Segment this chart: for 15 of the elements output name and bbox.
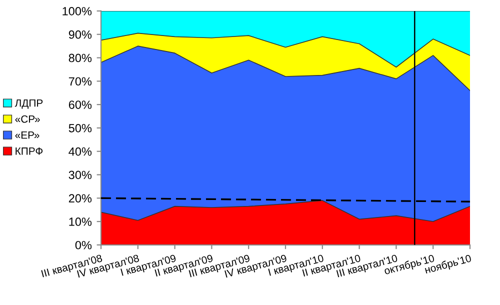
y-tick-label: 70% — [68, 77, 92, 86]
legend-label: «ЕР» — [15, 132, 40, 139]
legend-label: «СР» — [15, 115, 40, 123]
y-tick-label: 30% — [68, 170, 92, 180]
y-tick-label: 10% — [69, 218, 92, 226]
y-tick-label: 0% — [75, 240, 92, 250]
y-tick-label: 60% — [68, 100, 92, 109]
y-tick-label: 50% — [68, 124, 92, 132]
legend-label: ЛДПР — [14, 99, 43, 109]
y-tick-label: 40% — [68, 147, 92, 156]
y-tick-label: 80% — [68, 54, 92, 62]
legend-label: КПРФ — [16, 147, 43, 155]
y-tick-label: 20% — [68, 194, 92, 203]
y-tick-label: 100% — [62, 7, 92, 16]
y-tick-label: 90% — [68, 30, 92, 39]
